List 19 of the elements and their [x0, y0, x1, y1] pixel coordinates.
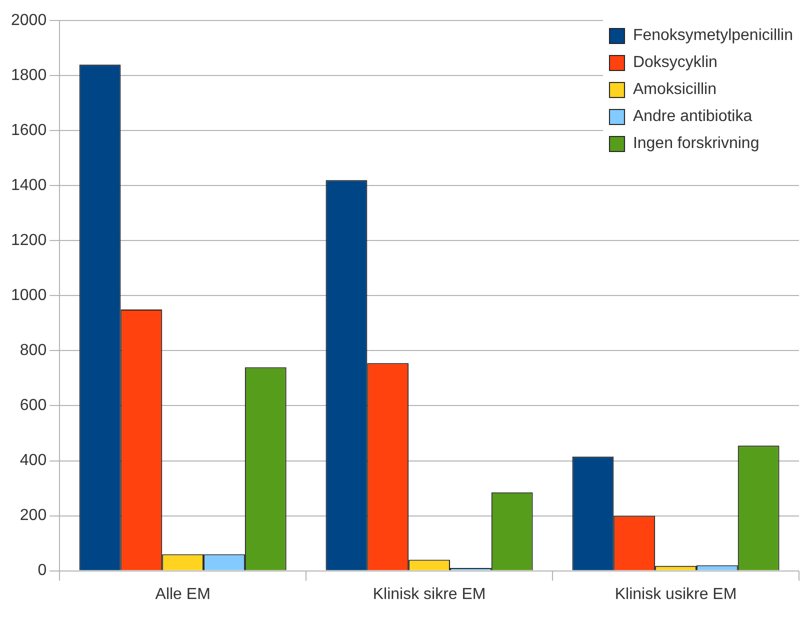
legend-label: Amoksicillin	[632, 80, 717, 100]
y-tick-label: 1800	[11, 67, 47, 84]
y-tick-label: 400	[20, 452, 47, 470]
y-tick-label: 1000	[11, 287, 47, 304]
x-tick-label: Klinisk usikre EM	[614, 586, 737, 603]
y-tick-label: 800	[20, 342, 47, 360]
legend-label: Doksycyklin	[632, 53, 718, 73]
x-tick-label: Klinisk sikre EM	[372, 586, 486, 603]
y-tick-label: 0	[38, 562, 47, 580]
y-tick-label: 200	[20, 507, 47, 524]
legend-label: Fenoksymetylpenicillin	[632, 26, 793, 46]
y-tick-label: 1400	[11, 177, 47, 194]
legend-label: Ingen forskrivning	[632, 134, 760, 154]
y-tick-label: 2000	[11, 12, 47, 30]
legend-label: Andre antibiotika	[632, 107, 752, 127]
x-tick-label: Alle EM	[155, 586, 210, 603]
y-tick-label: 1600	[11, 122, 47, 140]
y-tick-label: 1200	[11, 232, 47, 250]
y-tick-label: 600	[20, 397, 47, 414]
